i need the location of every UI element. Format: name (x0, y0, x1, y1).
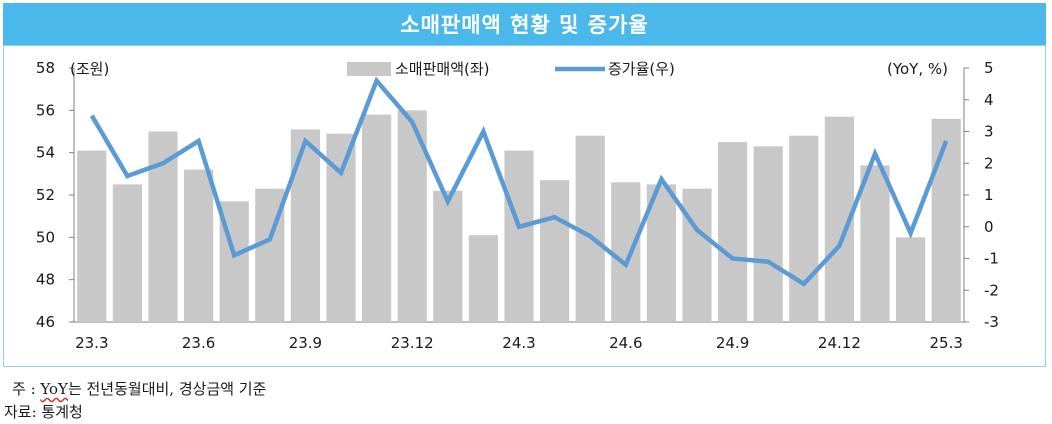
legend-bar-swatch (347, 62, 391, 76)
sales-bar (931, 118, 961, 322)
x-axis-tick-label: 23.3 (75, 334, 108, 352)
sales-bar (468, 235, 498, 322)
right-axis-tick-label: 2 (984, 154, 994, 172)
footnote-text: 는 전년동월대비, 경상금액 기준 (67, 380, 267, 398)
x-axis-tick-label: 25.3 (929, 334, 962, 352)
left-axis-tick-label: 52 (36, 186, 55, 204)
sales-bar (611, 182, 641, 322)
x-axis-tick-label: 24.3 (502, 334, 535, 352)
left-axis-tick-label: 56 (36, 101, 55, 119)
chart-title: 소매판매액 현황 및 증가율 (3, 3, 1046, 45)
sales-bar (290, 129, 320, 322)
x-axis-tick-label: 23.12 (391, 334, 434, 352)
left-axis-tick-label: 50 (36, 228, 55, 246)
left-axis-tick-label: 48 (36, 271, 55, 289)
sales-bar (112, 184, 142, 322)
right-axis-tick-label: -1 (984, 250, 999, 268)
source-note: 자료: 통계청 (4, 403, 83, 421)
x-axis-tick-label: 24.9 (716, 334, 749, 352)
legend-line-label: 증가율(우) (608, 60, 675, 78)
right-axis-tick-label: 0 (984, 218, 994, 236)
right-axis-tick-label: -3 (984, 313, 999, 331)
growth-rate-line (89, 76, 949, 287)
right-axis-tick-label: 4 (984, 91, 994, 109)
x-axis-tick-label: 23.9 (289, 334, 322, 352)
left-axis-tick-label: 58 (36, 59, 55, 77)
footnote-prefix: 주 : (12, 380, 41, 398)
sales-bar (896, 237, 926, 322)
x-axis-tick-label: 24.6 (609, 334, 642, 352)
right-axis-tick-label: 5 (984, 59, 994, 77)
footnote: 주 : YoY는 전년동월대비, 경상금액 기준 (12, 378, 266, 399)
right-axis-tick-label: 1 (984, 186, 994, 204)
sales-bar (540, 180, 570, 322)
sales-bar (860, 165, 890, 322)
left-axis-tick-label: 54 (36, 144, 55, 162)
x-axis-tick-label: 23.6 (182, 334, 215, 352)
sales-bar (682, 188, 712, 322)
sales-bar (753, 146, 783, 322)
sales-bar (184, 169, 214, 322)
sales-bar (148, 131, 178, 322)
retail-sales-chart: 46 48 50 52 54 56 58 -3 -2 -1 0 1 2 3 4 5 23.3 23.6 23.9 23… (36, 59, 999, 352)
sales-bar (718, 142, 748, 322)
legend-bar-label: 소매판매액(좌) (395, 60, 490, 78)
right-axis-unit: (YoY, %) (887, 60, 948, 78)
sales-bar (433, 190, 463, 322)
sales-bar (77, 150, 107, 322)
right-axis-tick-label: 3 (984, 123, 994, 141)
right-axis-tick-label: -2 (984, 281, 999, 299)
sales-bar (789, 135, 819, 322)
x-axis-tick-label: 24.12 (818, 334, 861, 352)
left-axis-unit: (조원) (70, 60, 109, 78)
left-axis-tick-label: 46 (36, 313, 55, 331)
footnote-yoy: YoY (40, 380, 68, 398)
chart-frame (3, 45, 1046, 367)
sales-bar (504, 150, 534, 322)
sales-bar (362, 114, 392, 322)
